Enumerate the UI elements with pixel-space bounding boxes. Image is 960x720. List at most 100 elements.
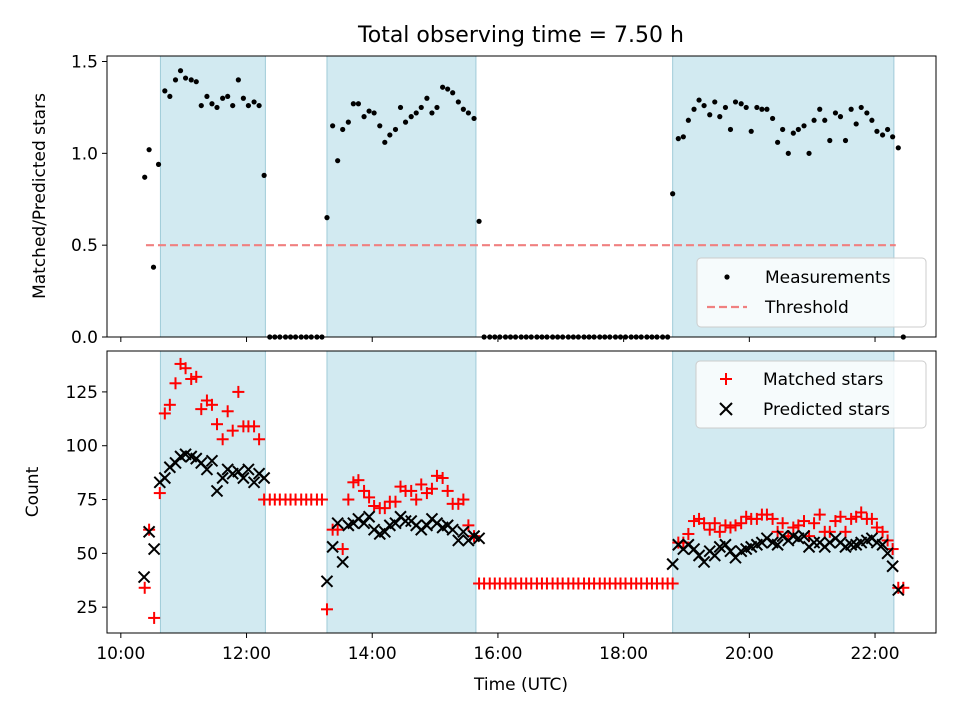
marker-stroke	[886, 560, 899, 573]
measurement-point	[445, 86, 451, 92]
matched-star-point	[776, 517, 789, 530]
measurement-point	[193, 79, 199, 85]
measurement-point	[366, 108, 372, 114]
marker-stroke	[357, 517, 371, 530]
matched-star-point	[682, 527, 695, 540]
measurement-point	[172, 77, 179, 83]
measurement-point	[717, 114, 723, 120]
predicted-star-point	[237, 471, 250, 485]
marker-stroke	[205, 454, 219, 467]
matched-star-point	[253, 433, 266, 446]
marker-stroke	[169, 456, 182, 470]
measurement-point	[879, 132, 886, 138]
measurement-point	[261, 172, 267, 178]
measurement-point	[209, 101, 215, 107]
matched-star-point	[813, 508, 826, 521]
matched-star-point	[320, 603, 333, 616]
predicted-star-point	[137, 570, 151, 584]
matched-star-point	[169, 377, 182, 390]
matched-star-point	[232, 385, 245, 398]
measurement-point	[418, 104, 424, 111]
measurement-point	[204, 93, 210, 100]
measurement-point	[707, 112, 713, 118]
matched-star-point	[798, 515, 811, 528]
predicted-star-point	[446, 523, 459, 536]
legend-marker-measurements	[724, 274, 730, 280]
predicted-star-point	[169, 456, 182, 470]
matched-star-point	[216, 433, 229, 446]
y-tick-label: 125	[66, 383, 98, 403]
measurement-point	[245, 102, 252, 109]
matched-star-point	[378, 502, 391, 515]
measurement-point	[827, 137, 833, 144]
marker-stroke	[389, 517, 402, 530]
measurement-point	[869, 117, 875, 123]
measurement-point	[450, 90, 456, 96]
marker-stroke	[881, 547, 894, 560]
matched-star-point	[719, 519, 732, 532]
measurement-point	[371, 110, 377, 116]
matched-star-point	[708, 517, 721, 530]
matched-star-point	[834, 510, 847, 523]
measurement-point	[413, 110, 419, 116]
measurement-point	[722, 104, 729, 111]
measurement-point	[890, 134, 896, 140]
predicted-star-point	[216, 471, 229, 485]
matched-star-point	[358, 484, 371, 497]
predicted-star-point	[320, 575, 334, 588]
x-tick-label: 22:00	[851, 644, 900, 664]
matched-star-point	[148, 611, 161, 624]
measurement-point	[795, 126, 801, 133]
measurement-point	[754, 104, 760, 111]
predicted-star-point	[331, 517, 344, 530]
measurement-point	[738, 101, 744, 107]
matched-star-point	[845, 512, 858, 525]
marker-stroke	[666, 557, 679, 571]
matched-star-point	[462, 519, 475, 532]
measurement-point	[434, 104, 440, 111]
matched-star-point	[143, 523, 156, 536]
matched-star-point	[855, 506, 868, 519]
marker-stroke	[362, 510, 376, 523]
legend-label-threshold: Threshold	[764, 298, 849, 318]
marker-stroke	[420, 519, 434, 532]
predicted-star-point	[886, 560, 899, 573]
matched-star-point	[410, 493, 423, 506]
marker-stroke	[378, 525, 392, 539]
matched-star-point	[226, 424, 239, 437]
marker-stroke	[247, 476, 261, 489]
measurement-point	[465, 110, 471, 116]
measurement-point	[146, 147, 152, 153]
predicted-star-point	[147, 542, 161, 556]
measurement-point	[440, 84, 446, 90]
x-axis-label: Time (UTC)	[473, 675, 568, 695]
matched-star-point	[205, 398, 218, 411]
measurement-point	[214, 104, 220, 111]
matched-star-point	[724, 521, 737, 534]
predicted-star-point	[232, 465, 245, 478]
matched-star-point	[436, 472, 449, 485]
measurement-point	[455, 99, 461, 105]
measurement-point	[142, 174, 148, 180]
predicted-star-point	[881, 547, 894, 560]
matched-star-point	[430, 469, 443, 482]
marker-stroke	[892, 583, 905, 597]
predicted-star-point	[336, 555, 349, 569]
measurement-point	[251, 99, 257, 105]
legend-marker-predicted	[719, 402, 733, 416]
marker-stroke	[200, 463, 214, 476]
predicted-star-point	[844, 538, 858, 551]
measurement-point	[885, 126, 891, 133]
matched-star-point	[248, 420, 261, 433]
marker-stroke	[472, 532, 486, 545]
x-tick-label: 20:00	[725, 644, 774, 664]
marker-stroke	[870, 536, 884, 549]
x-tick-label: 12:00	[222, 644, 271, 664]
measurement-point	[691, 106, 697, 112]
marker-stroke	[237, 471, 250, 485]
measurement-point	[858, 104, 864, 111]
measurement-point	[775, 139, 781, 145]
matched-star-point	[158, 407, 171, 420]
marker-stroke	[242, 463, 255, 476]
